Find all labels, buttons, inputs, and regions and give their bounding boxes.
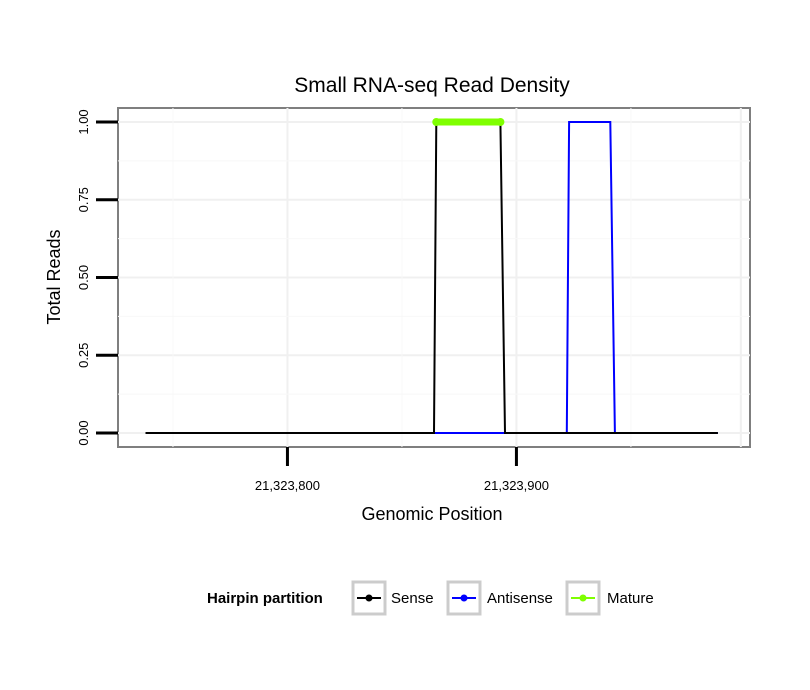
x-axis-title: Genomic Position — [361, 504, 502, 524]
y-tick-label: 0.25 — [76, 343, 91, 368]
chart-title: Small RNA-seq Read Density — [294, 74, 570, 97]
series-layer — [145, 117, 718, 434]
legend-item-sense: Sense — [351, 580, 434, 616]
y-tick-label: 1.00 — [76, 109, 91, 134]
x-tick-label: 21,323,900 — [484, 478, 549, 493]
legend-label: Sense — [391, 590, 434, 607]
legend-label: Antisense — [487, 590, 553, 607]
x-axis: 21,323,800 21,323,900 — [255, 447, 549, 493]
legend-key-point — [579, 594, 587, 602]
y-tick-label: 0.50 — [76, 265, 91, 290]
series-mature-point — [496, 117, 505, 126]
y-tick-label: 0.75 — [76, 187, 91, 212]
y-axis: 0.00 0.25 0.50 0.75 1.00 — [76, 109, 118, 446]
legend-key-point — [460, 594, 468, 602]
legend-items: Sense Antisense Mature — [351, 580, 654, 616]
y-tick-label: 0.00 — [76, 420, 91, 445]
legend-title: Hairpin partition — [207, 590, 323, 607]
legend-label: Mature — [607, 590, 654, 607]
y-axis-title: Total Reads — [44, 229, 64, 324]
legend-key-point — [365, 594, 373, 602]
x-tick-label: 21,323,800 — [255, 478, 320, 493]
series-mature-point — [432, 117, 441, 126]
legend-item-mature: Mature — [565, 580, 654, 616]
legend: Hairpin partition Sense Antisense Mature — [207, 580, 654, 616]
legend-item-antisense: Antisense — [446, 580, 553, 616]
